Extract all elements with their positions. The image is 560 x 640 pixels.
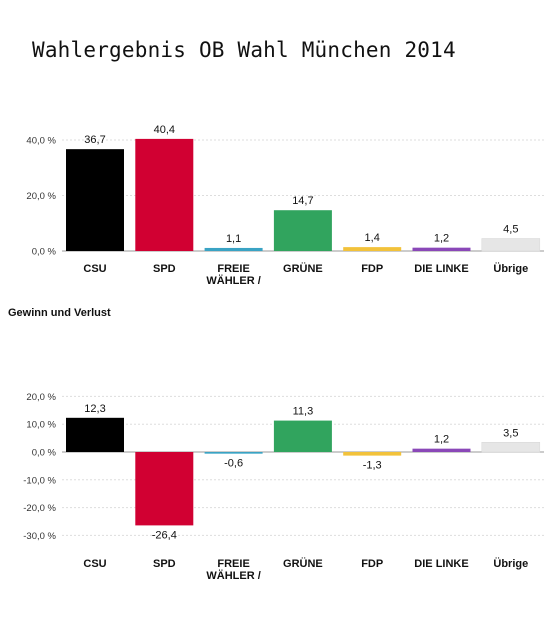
result-value-label: 14,7 [292,195,313,207]
gain-loss-bar-csu [66,417,124,452]
gain-loss-category-label: FDP [361,558,383,570]
result-bar-spd [135,138,194,251]
gain-loss-y-tick-label: 10,0 % [26,420,56,431]
gain-loss-bar-freie-waehler [204,452,263,454]
result-value-label: 4,5 [503,224,518,236]
gain-loss-bar-chart: 20,0 % 10,0 % 0,0 % -10,0 % -20,0 % -30,0 % 12… [23,392,544,582]
result-bar-csu [66,149,124,251]
gain-loss-category-label: Übrige [493,557,528,570]
result-value-label: 1,1 [226,233,241,245]
gain-loss-y-tick-label: -30,0 % [23,531,56,542]
result-value-label: 36,7 [84,134,105,146]
result-bar-die-linke [412,247,471,251]
gain-loss-category-label: FREIE WÄHLER / [206,558,260,582]
result-bar-gruene [273,210,332,251]
gain-loss-y-tick-label: -10,0 % [23,475,56,486]
result-bar-freie-waehler [204,247,263,251]
gain-loss-y-tick-label: 20,0 % [26,392,56,403]
gain-loss-value-label: 3,5 [503,427,518,439]
result-y-tick-label: 20,0 % [26,191,56,202]
gain-loss-category-label: SPD [153,558,176,570]
gain-loss-value-label: -1,3 [363,460,382,472]
result-bar-fdp [343,247,402,251]
result-category-label: FDP [361,263,383,275]
result-y-tick-label: 40,0 % [26,136,56,147]
gain-loss-value-label: -26,4 [152,529,177,541]
gain-loss-value-label: -0,6 [224,458,243,470]
result-category-label: SPD [153,263,176,275]
result-category-label: CSU [83,263,106,275]
gain-loss-category-label: CSU [83,558,106,570]
gain-loss-value-label: 12,3 [84,403,105,415]
result-value-label: 1,2 [434,233,449,245]
gain-loss-bar-gruene [273,420,332,452]
gain-loss-category-label: DIE LINKE [414,558,468,570]
result-category-label: GRÜNE [283,262,323,275]
result-value-label: 1,4 [365,232,380,244]
result-bar-chart: 0,0 % 20,0 % 40,0 % 36,7 CSU 40,4 SPD 1,1 FREIE W… [26,124,544,287]
result-bar-uebrige [481,238,541,252]
page-title: Wahlergebnis OB Wahl München 2014 [32,38,456,62]
gain-loss-y-tick-label: -20,0 % [23,503,56,514]
gain-loss-value-label: 1,2 [434,434,449,446]
gain-loss-bar-die-linke [412,448,471,452]
result-category-label: DIE LINKE [414,263,468,275]
gain-loss-bar-uebrige [481,442,541,453]
result-category-label: FREIE WÄHLER / [206,263,260,287]
gain-loss-section-title: Gewinn und Verlust [8,307,111,319]
gain-loss-category-label: GRÜNE [283,557,323,570]
gain-loss-bar-spd [135,452,194,526]
result-y-tick-label: 0,0 % [32,247,57,258]
result-value-label: 40,4 [154,124,175,136]
gain-loss-value-label: 11,3 [293,406,314,418]
result-category-label: Übrige [493,262,528,275]
gain-loss-y-tick-label: 0,0 % [32,448,57,459]
gain-loss-bar-fdp [343,452,402,456]
